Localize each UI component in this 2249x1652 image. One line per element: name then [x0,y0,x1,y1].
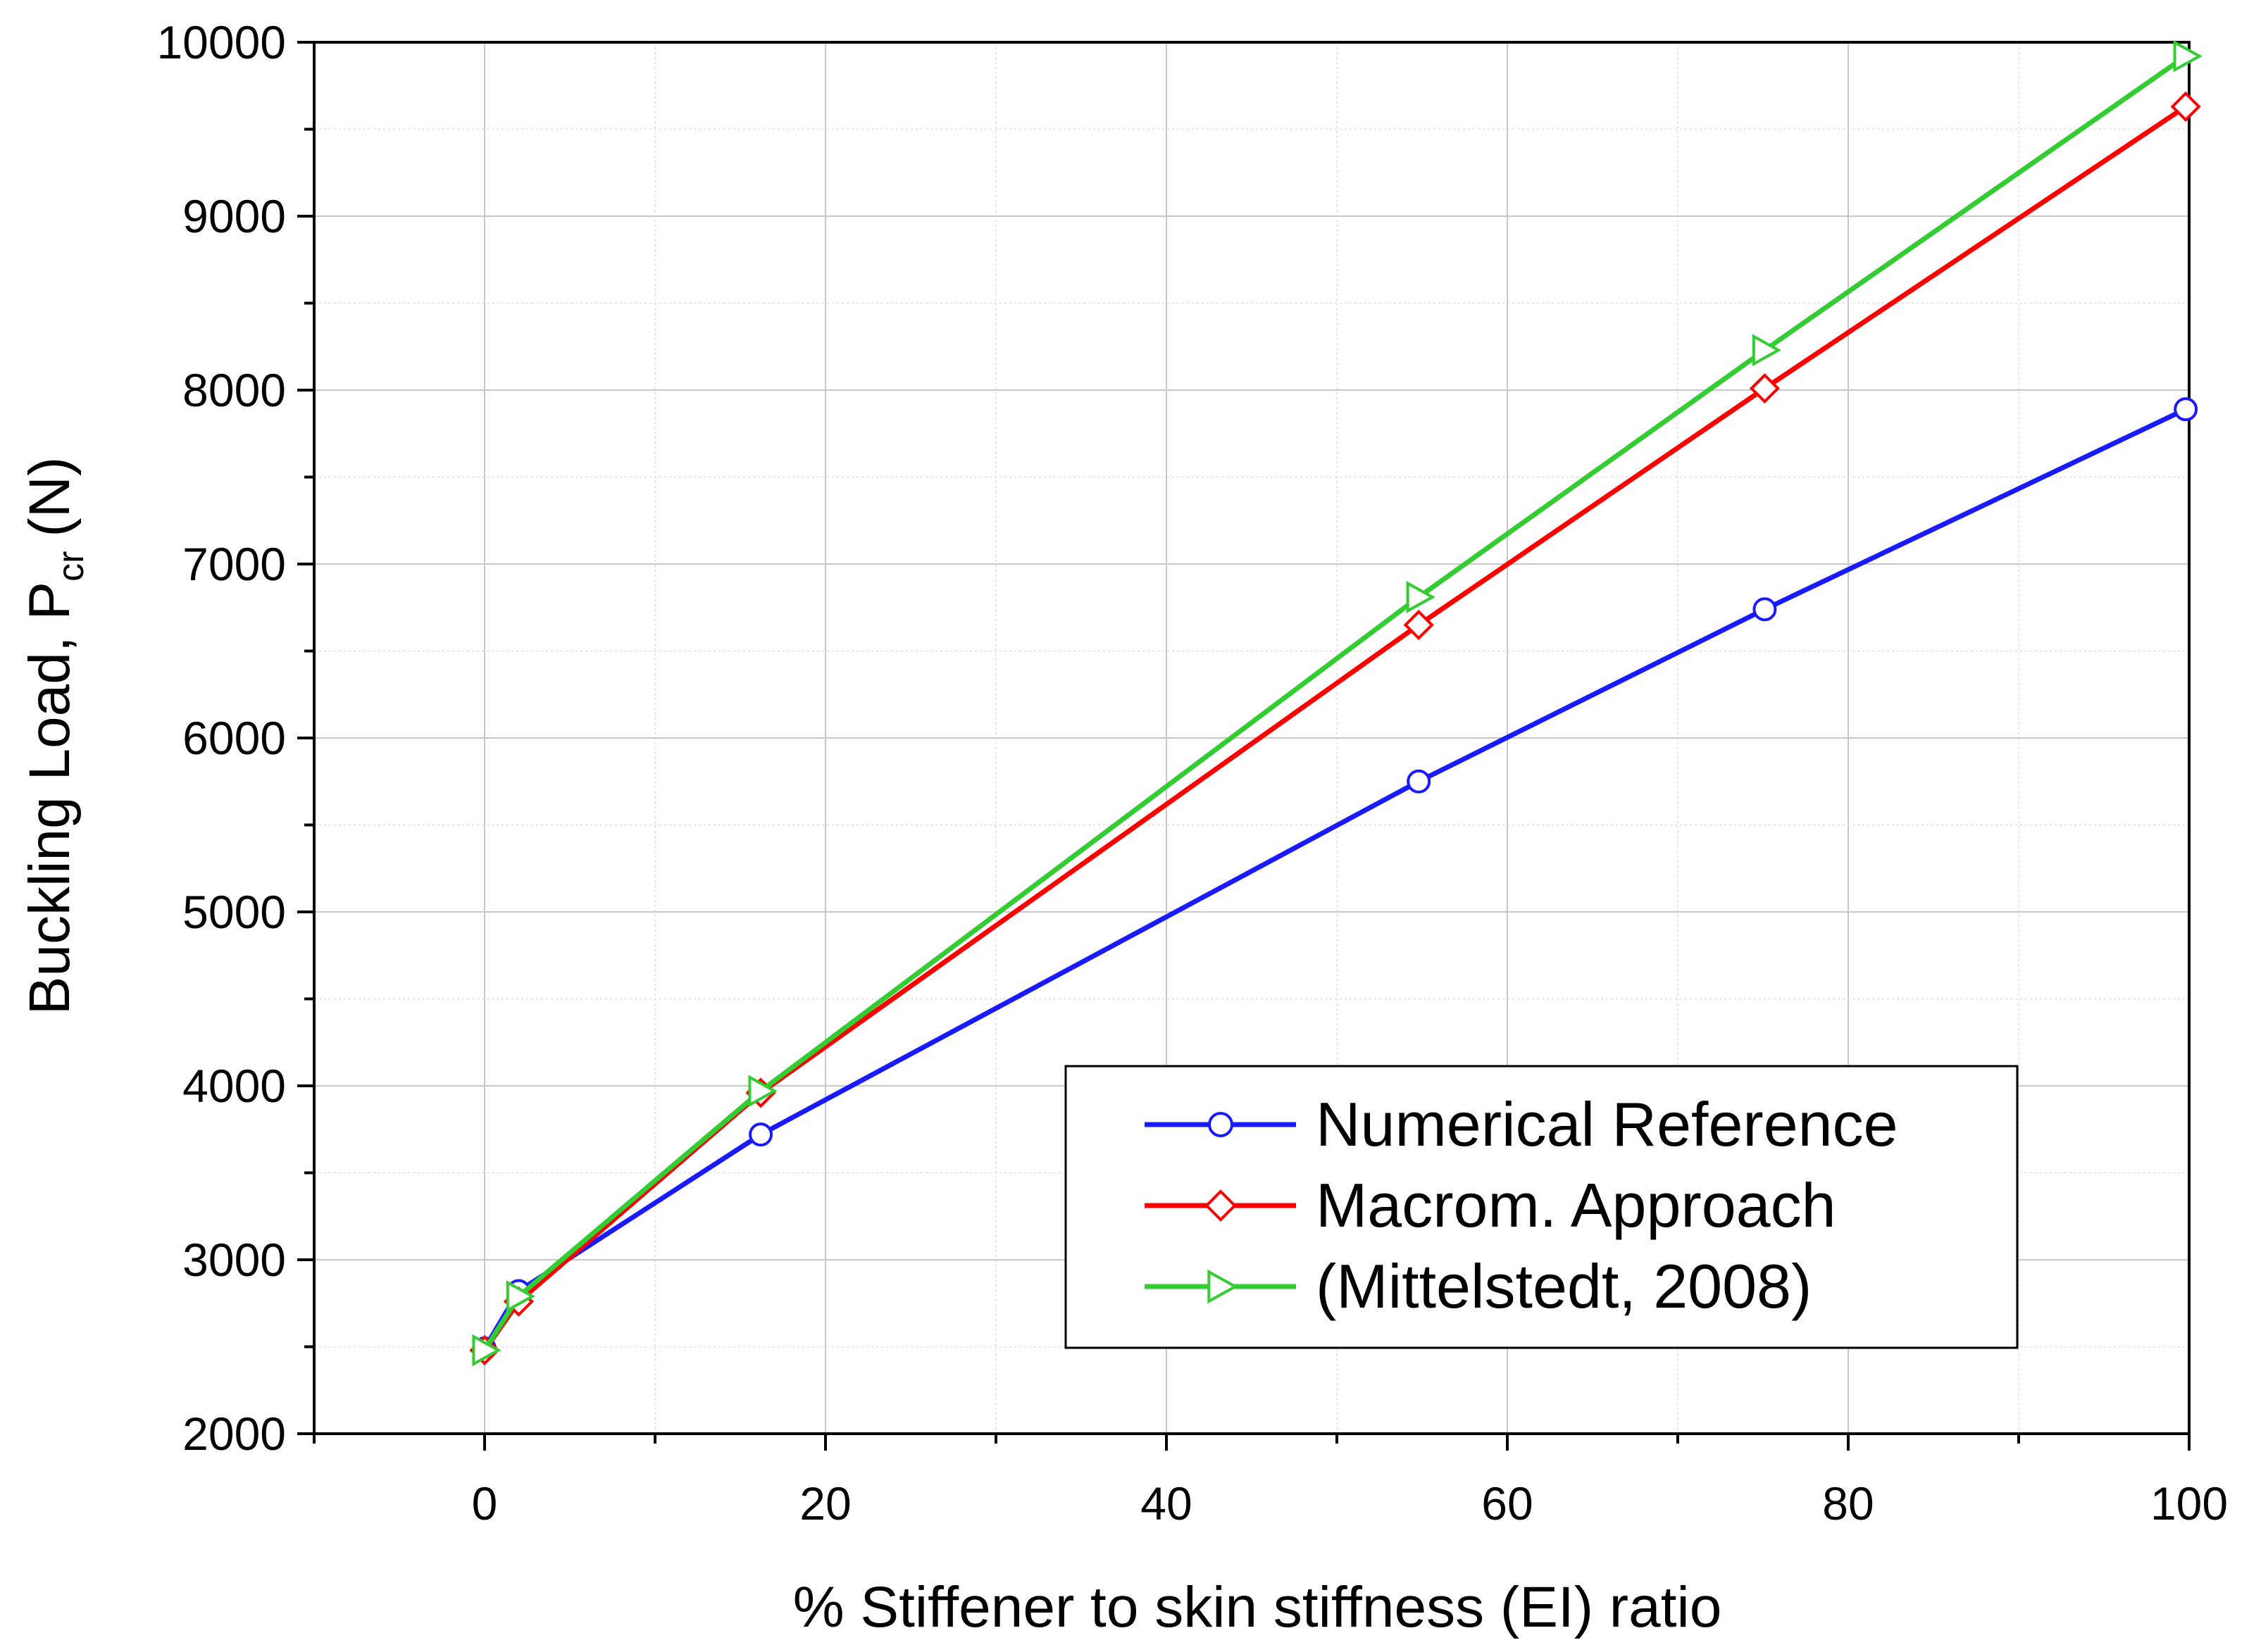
data-point [1749,373,1780,404]
x-tick-label: 40 [1140,1477,1192,1529]
data-point [1406,581,1435,613]
y-tick-label: 6000 [182,712,286,764]
x-tick-label: 20 [799,1477,851,1529]
y-axis-title-main: Buckling Load, P [18,582,82,1015]
x-tick-label: 80 [1822,1477,1874,1529]
legend-label: (Mittelstedt, 2008) [1316,1251,1812,1321]
y-tick-label: 8000 [182,364,286,416]
data-point [472,1334,501,1367]
legend-entry-1: Macrom. Approach [1145,1170,1836,1240]
data-point [1407,769,1431,794]
legend-swatch-marker [1204,1189,1237,1222]
x-axis-title: % Stiffener to skin stiffness (EI) ratio [793,1575,1722,1639]
legend-label: Numerical Reference [1316,1089,1898,1159]
x-tick-label: 100 [2150,1477,2228,1529]
legend-label: Macrom. Approach [1316,1170,1836,1240]
data-point [748,1075,778,1108]
data-point [2173,39,2203,73]
legend-swatch-marker [1208,1112,1233,1137]
data-point [749,1122,773,1147]
data-point [506,1279,536,1313]
data-point [2174,397,2198,422]
y-tick-label: 9000 [182,190,286,242]
series-group [469,39,2203,1367]
y-tick-label: 2000 [182,1408,286,1460]
y-axis-title-suffix: (N) [18,457,82,537]
y-tick-label: 10000 [156,16,286,68]
y-tick-label: 7000 [182,538,286,590]
data-point [1752,334,1782,367]
series-2 [472,39,2203,1367]
x-tick-label: 60 [1481,1477,1533,1529]
x-tick-label: 0 [472,1477,498,1529]
y-tick-label: 4000 [182,1060,286,1112]
y-tick-label: 5000 [182,886,286,938]
legend-entry-0: Numerical Reference [1145,1089,1898,1159]
legend: Numerical Reference Macrom. Approach (Mitt… [1064,1065,2019,1349]
y-axis-title-subscript: cr [51,551,92,582]
y-tick-label: 3000 [182,1234,286,1286]
legend-entry-2: (Mittelstedt, 2008) [1145,1251,1812,1321]
ticks: 0 20 40 60 80 100 2000 3000 4000 5000 6000 7000 8000… [156,16,2228,1529]
data-point [2170,91,2201,122]
legend-swatch-marker [1207,1269,1238,1304]
data-point [1752,597,1777,622]
data-point [1403,609,1434,641]
y-axis-title: Buckling Load, Pcr (N) [18,457,92,1015]
